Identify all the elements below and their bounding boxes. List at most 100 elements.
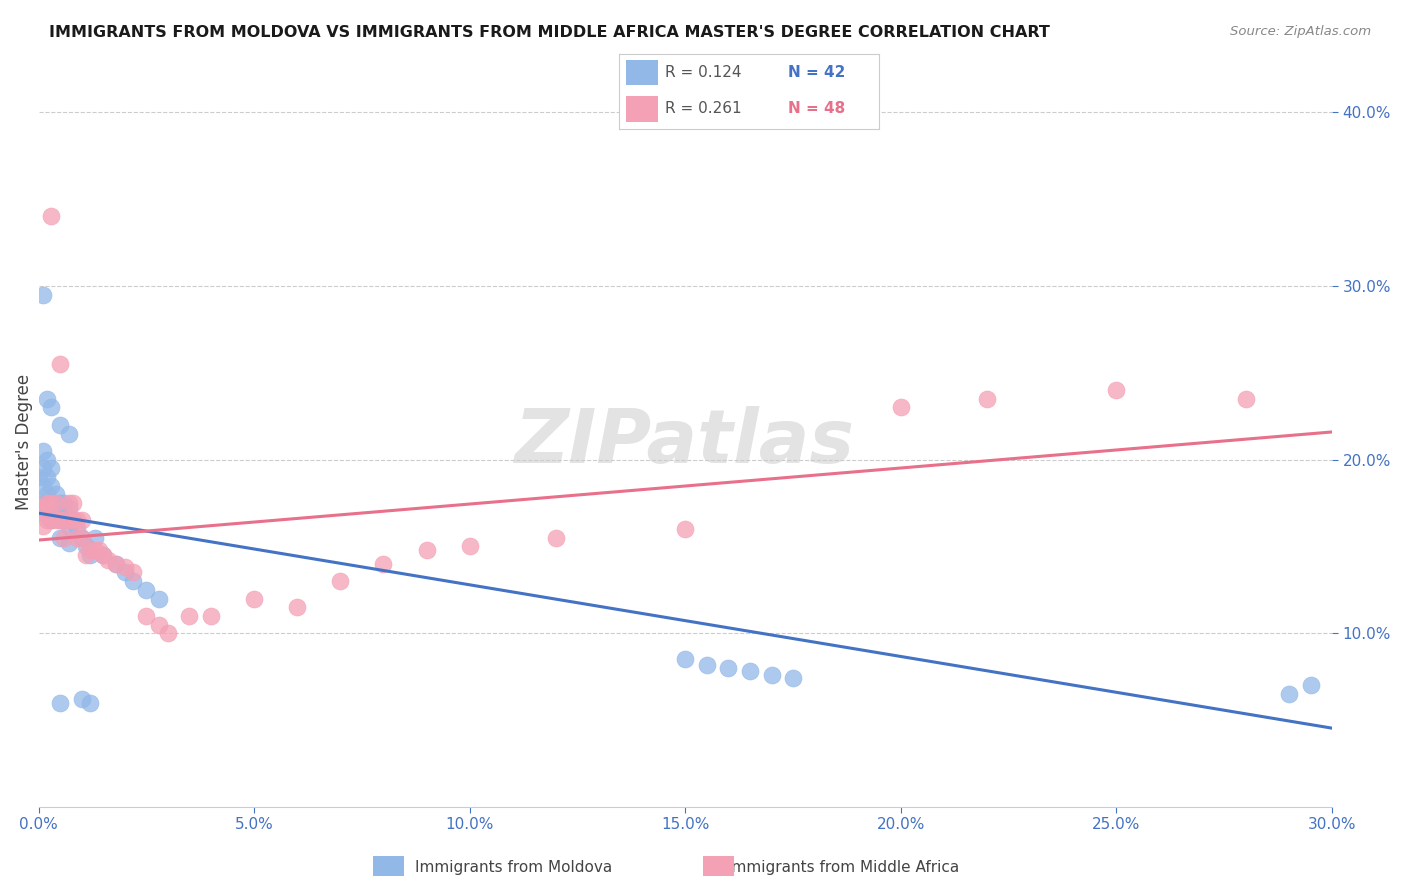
Point xyxy=(717,661,740,675)
Point xyxy=(122,574,145,589)
Point xyxy=(673,652,696,666)
Point xyxy=(31,443,53,458)
Point xyxy=(41,496,63,510)
Point xyxy=(782,672,804,686)
Text: IMMIGRANTS FROM MOLDOVA VS IMMIGRANTS FROM MIDDLE AFRICA MASTER'S DEGREE CORRELA: IMMIGRANTS FROM MOLDOVA VS IMMIGRANTS FR… xyxy=(49,25,1050,40)
Y-axis label: Master's Degree: Master's Degree xyxy=(15,374,32,510)
Point xyxy=(53,496,76,510)
Point xyxy=(49,496,72,510)
Text: ZIPatlas: ZIPatlas xyxy=(516,406,855,479)
Point xyxy=(45,513,67,527)
Point xyxy=(1278,687,1301,701)
Point xyxy=(122,566,145,580)
Point xyxy=(31,501,53,516)
Point xyxy=(696,657,718,672)
Point xyxy=(458,540,481,554)
Point xyxy=(58,513,80,527)
Point xyxy=(135,582,157,597)
Point xyxy=(70,531,93,545)
Point xyxy=(49,513,72,527)
Text: Immigrants from Middle Africa: Immigrants from Middle Africa xyxy=(727,860,960,874)
Point xyxy=(66,531,89,545)
Point xyxy=(37,496,59,510)
Point xyxy=(105,557,128,571)
Point xyxy=(53,531,76,545)
Point xyxy=(53,513,76,527)
Point xyxy=(148,591,170,606)
Point xyxy=(70,531,93,545)
Point xyxy=(58,426,80,441)
Point xyxy=(285,600,308,615)
Point xyxy=(41,401,63,415)
Point xyxy=(79,542,101,557)
Point xyxy=(58,536,80,550)
Point xyxy=(41,513,63,527)
Point xyxy=(1343,674,1365,689)
Point xyxy=(31,461,53,475)
Point xyxy=(31,496,53,510)
Point xyxy=(31,478,53,492)
Point xyxy=(41,210,63,224)
Point xyxy=(27,501,49,516)
Point xyxy=(49,417,72,432)
Point xyxy=(79,548,101,562)
Point xyxy=(49,531,72,545)
Point xyxy=(75,540,97,554)
Point xyxy=(31,518,53,533)
Point xyxy=(1299,678,1322,692)
Point xyxy=(329,574,352,589)
Point xyxy=(58,518,80,533)
Point xyxy=(41,496,63,510)
Point xyxy=(87,542,110,557)
Point xyxy=(148,617,170,632)
Point xyxy=(37,487,59,501)
Point xyxy=(62,496,84,510)
Point xyxy=(79,696,101,710)
Point xyxy=(761,668,783,682)
Point xyxy=(62,513,84,527)
Point xyxy=(544,531,567,545)
Text: R = 0.124: R = 0.124 xyxy=(665,65,742,80)
Point xyxy=(70,513,93,527)
Text: R = 0.261: R = 0.261 xyxy=(665,101,742,116)
Point xyxy=(135,608,157,623)
Point xyxy=(62,513,84,527)
Point xyxy=(37,508,59,523)
Point xyxy=(31,287,53,301)
Point xyxy=(976,392,998,406)
Point xyxy=(1234,392,1257,406)
Point xyxy=(45,505,67,519)
Point xyxy=(70,692,93,706)
Point xyxy=(179,608,201,623)
Point xyxy=(75,548,97,562)
Point xyxy=(91,548,114,562)
Point xyxy=(41,461,63,475)
Point xyxy=(27,470,49,484)
Point xyxy=(96,553,118,567)
Text: N = 48: N = 48 xyxy=(787,101,845,116)
Point xyxy=(37,470,59,484)
Point xyxy=(37,392,59,406)
Point xyxy=(156,626,179,640)
Point xyxy=(37,513,59,527)
Point xyxy=(890,401,912,415)
Point xyxy=(373,557,395,571)
Point xyxy=(1105,383,1128,397)
Point xyxy=(41,478,63,492)
Bar xyxy=(627,60,658,86)
Point xyxy=(673,522,696,536)
Point xyxy=(200,608,222,623)
Point xyxy=(45,496,67,510)
Point xyxy=(45,487,67,501)
Point xyxy=(53,513,76,527)
Point xyxy=(58,501,80,516)
Point xyxy=(415,542,437,557)
Point xyxy=(105,557,128,571)
Point xyxy=(243,591,266,606)
Point xyxy=(37,452,59,467)
Bar xyxy=(627,96,658,122)
Point xyxy=(114,560,136,574)
Point xyxy=(66,513,89,527)
Point xyxy=(91,548,114,562)
Point xyxy=(49,696,72,710)
